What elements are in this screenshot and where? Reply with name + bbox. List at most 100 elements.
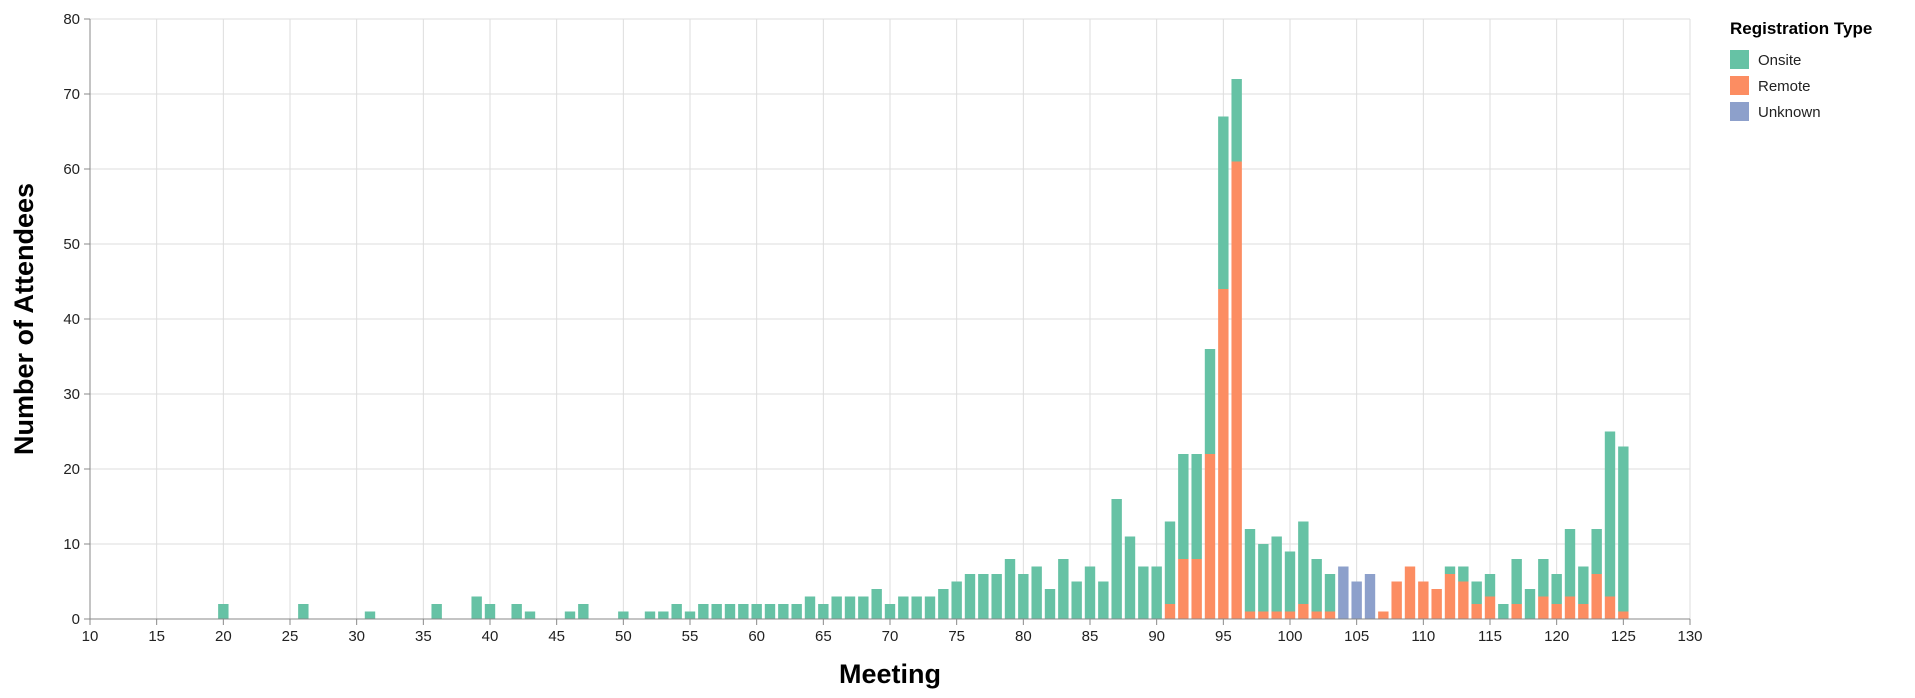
bar-onsite-meeting-67 [844, 596, 856, 619]
legend-title: Registration Type [1730, 19, 1872, 38]
y-tick-label: 50 [63, 236, 80, 253]
bar-onsite-meeting-88 [1124, 536, 1136, 619]
x-tick-label: 110 [1411, 628, 1435, 645]
bar-onsite-meeting-81 [1031, 566, 1042, 619]
bar-onsite-meeting-123 [1591, 529, 1602, 574]
bar-onsite-meeting-97 [1244, 529, 1256, 612]
bars [218, 79, 1629, 619]
bar-onsite-meeting-118 [1524, 589, 1536, 619]
bar-onsite-meeting-121 [1564, 529, 1576, 597]
x-tick-label: 45 [548, 628, 565, 645]
bar-onsite-meeting-119 [1538, 559, 1549, 597]
bar-onsite-meeting-71 [898, 596, 909, 619]
bar-onsite-meeting-57 [711, 604, 722, 619]
x-tick-label: 115 [1478, 628, 1502, 645]
bar-onsite-meeting-91 [1164, 521, 1176, 604]
bar-onsite-meeting-82 [1044, 589, 1056, 619]
bar-remote-meeting-93 [1191, 559, 1202, 619]
bar-onsite-meeting-63 [791, 604, 802, 619]
bar-onsite-meeting-52 [644, 611, 656, 619]
bar-remote-meeting-119 [1538, 596, 1549, 619]
bar-remote-meeting-100 [1284, 611, 1296, 619]
bar-onsite-meeting-90 [1151, 566, 1162, 619]
bar-remote-meeting-121 [1564, 596, 1576, 619]
bar-onsite-meeting-64 [804, 596, 816, 619]
x-tick-label: 15 [148, 628, 165, 645]
bar-remote-meeting-111 [1431, 589, 1442, 619]
bar-onsite-meeting-112 [1444, 566, 1456, 574]
bar-onsite-meeting-78 [991, 574, 1002, 619]
bar-onsite-meeting-102 [1311, 559, 1322, 612]
bar-onsite-meeting-55 [684, 611, 696, 619]
bar-onsite-meeting-83 [1058, 559, 1069, 619]
bar-onsite-meeting-80 [1018, 574, 1029, 619]
bar-onsite-meeting-86 [1098, 581, 1109, 619]
legend-label-remote: Remote [1758, 78, 1811, 95]
bar-onsite-meeting-79 [1004, 559, 1016, 619]
bar-unknown-meeting-105 [1351, 581, 1362, 619]
bar-onsite-meeting-84 [1071, 581, 1082, 619]
grid [89, 18, 1691, 620]
bar-remote-meeting-91 [1164, 604, 1176, 619]
bar-onsite-meeting-75 [951, 581, 962, 619]
bar-onsite-meeting-93 [1191, 454, 1202, 559]
bar-onsite-meeting-114 [1471, 581, 1482, 604]
bar-remote-meeting-125 [1618, 611, 1629, 619]
bar-remote-meeting-99 [1271, 611, 1282, 619]
bar-onsite-meeting-74 [938, 589, 949, 619]
bar-remote-meeting-108 [1391, 581, 1402, 619]
x-tick-label: 50 [615, 628, 632, 645]
bar-onsite-meeting-73 [924, 596, 936, 619]
bar-onsite-meeting-98 [1258, 544, 1269, 612]
bar-onsite-meeting-116 [1498, 604, 1509, 619]
bar-onsite-meeting-36 [431, 604, 442, 619]
legend-label-onsite: Onsite [1758, 52, 1801, 69]
bar-remote-meeting-117 [1511, 604, 1522, 619]
bar-remote-meeting-124 [1604, 596, 1616, 619]
x-tick-label: 70 [882, 628, 899, 645]
x-tick-label: 90 [1148, 628, 1165, 645]
x-tick-label: 105 [1344, 628, 1369, 645]
y-tick-label: 70 [63, 86, 80, 103]
bar-remote-meeting-92 [1178, 559, 1189, 619]
y-tick-label: 60 [63, 161, 80, 178]
bar-onsite-meeting-95 [1218, 116, 1229, 289]
bar-remote-meeting-102 [1311, 611, 1322, 619]
bar-onsite-meeting-59 [738, 604, 749, 619]
bar-remote-meeting-123 [1591, 574, 1602, 619]
y-axis-title: Number of Attendees [9, 183, 39, 455]
x-tick-label: 30 [348, 628, 365, 645]
bar-unknown-meeting-104 [1338, 566, 1349, 619]
bar-onsite-meeting-115 [1484, 574, 1496, 597]
bar-onsite-meeting-46 [564, 611, 576, 619]
bar-onsite-meeting-69 [871, 589, 882, 619]
bar-remote-meeting-98 [1258, 611, 1269, 619]
x-tick-label: 20 [215, 628, 232, 645]
bar-onsite-meeting-53 [658, 611, 669, 619]
bar-onsite-meeting-72 [911, 596, 922, 619]
bar-onsite-meeting-76 [964, 574, 976, 619]
x-tick-label: 60 [748, 628, 765, 645]
axes: 10 15 20 25 30 35 40 45 50 55 60 65 70 75 80 85 90 95 100 1… [9, 11, 1703, 689]
bar-onsite-meeting-61 [764, 604, 776, 619]
bar-unknown-meeting-106 [1364, 574, 1376, 619]
bar-remote-meeting-120 [1551, 604, 1562, 619]
bar-onsite-meeting-100 [1284, 551, 1296, 612]
x-tick-label: 40 [482, 628, 499, 645]
y-tick-label: 80 [63, 11, 80, 28]
y-tick-label: 20 [63, 461, 80, 478]
bar-onsite-meeting-40 [484, 604, 496, 619]
x-tick-label: 95 [1215, 628, 1232, 645]
bar-onsite-meeting-89 [1138, 566, 1149, 619]
x-tick-label: 80 [1015, 628, 1032, 645]
x-tick-label: 75 [948, 628, 965, 645]
bar-onsite-meeting-62 [778, 604, 789, 619]
bar-onsite-meeting-113 [1458, 566, 1469, 582]
x-tick-label: 25 [282, 628, 299, 645]
y-tick-label: 30 [63, 386, 80, 403]
bar-onsite-meeting-125 [1618, 446, 1629, 612]
bar-remote-meeting-96 [1231, 161, 1242, 619]
y-tick-label: 40 [63, 311, 80, 328]
